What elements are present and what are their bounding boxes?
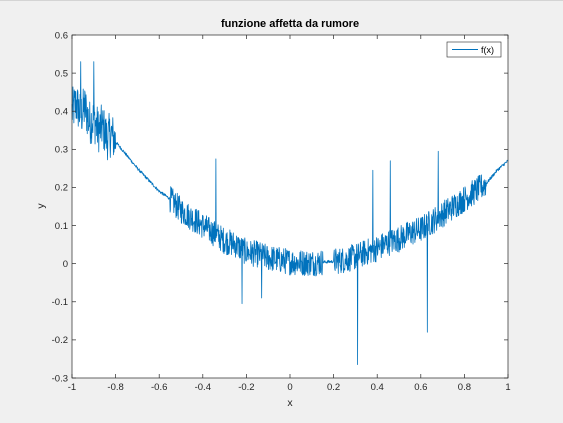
x-tick-label: -0.8 (107, 382, 123, 393)
y-tick-label: 0.5 (55, 68, 68, 79)
x-tick-label: 0.4 (371, 382, 384, 393)
y-axis-ticks: -0.3 -0.2 -0.1 0 0.1 0.2 0.3 0.4 0.5 0.6 (52, 30, 508, 384)
y-tick-label: -0.2 (52, 335, 68, 346)
x-axis-ticks: -1 -0.8 -0.6 -0.4 -0.2 0 0.2 0.4 0.6 0.8 1 (68, 35, 511, 393)
y-tick-label: 0 (63, 259, 68, 270)
x-tick-label: 0 (287, 382, 292, 393)
y-axis-label: y (35, 203, 47, 209)
x-tick-label: 0.8 (458, 382, 471, 393)
x-tick-label: 0.6 (414, 382, 427, 393)
series-line-fx (71, 61, 509, 366)
y-tick-label: 0.4 (55, 107, 68, 118)
x-axis-label: x (287, 397, 293, 409)
chart-title: funzione affetta da rumore (221, 18, 359, 30)
y-tick-label: 0.2 (55, 183, 68, 194)
x-tick-label: -0.6 (151, 382, 167, 393)
y-tick-label: 0.1 (55, 221, 68, 232)
x-tick-label: -0.2 (238, 382, 254, 393)
y-tick-label: -0.3 (52, 373, 68, 384)
y-tick-label: -0.1 (52, 297, 68, 308)
data-layer (71, 61, 509, 366)
legend-entry-label: f(x) (481, 45, 494, 55)
x-tick-label: -0.4 (195, 382, 211, 393)
plot-area (72, 35, 508, 378)
x-tick-label: 0.2 (327, 382, 340, 393)
y-tick-label: 0.3 (55, 145, 68, 156)
legend[interactable]: f(x) (446, 41, 502, 58)
x-tick-label: -1 (68, 382, 76, 393)
y-tick-label: 0.6 (55, 30, 68, 41)
x-tick-label: 1 (505, 382, 510, 393)
